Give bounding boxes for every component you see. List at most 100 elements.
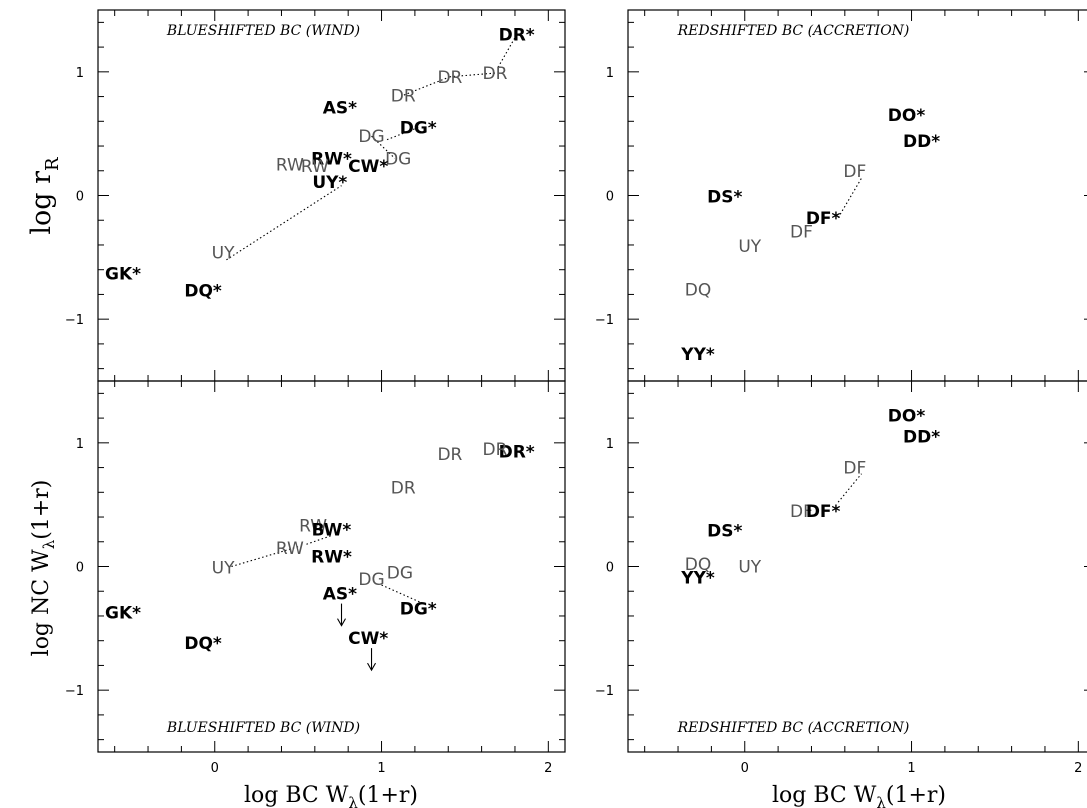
point-label: DG [358,127,384,147]
point-label: DF [843,162,866,182]
point-label: DR [437,68,462,88]
x-tick-label: 0 [741,761,749,776]
x-label-right-tail: (1+r) [886,783,946,808]
point-label: RW [299,517,327,537]
connector-line [306,535,332,545]
point-label: DF* [806,502,841,522]
point-label: DR [482,64,507,84]
point-label: RW [276,539,304,559]
point-label: DR [437,445,462,465]
point-label: DS* [707,522,742,542]
point-label: DG [385,149,411,169]
x-label-right-main: log BC W [772,783,877,808]
point-label: RW* [311,149,352,169]
x-tick-label: 1 [907,761,915,776]
x-label-left-main: log BC W [244,783,349,808]
y-tick-label: 0 [76,561,84,576]
point-label: DR* [499,26,535,46]
panel-title: REDSHIFTED BC (ACCRETION) [677,720,910,736]
y-tick-label: 0 [606,190,614,205]
y-axis-label-bottom: log NC Wλ(1+r) [29,480,58,657]
point-label: DG* [400,118,437,138]
point-label: GK* [105,264,141,284]
connector-line [386,126,419,141]
panel-bottom-right: −1 0 1 0 1 2 REDSHIFTED BC (ACCRETION) DO*DD* DF… [595,380,1087,776]
y-tick-label: 1 [606,66,614,81]
panel-top-right: −1 0 1 REDSHIFTED BC (ACCRETION) DO* DD* DF DS*… [595,9,1087,382]
y-tick-label: 1 [76,66,84,81]
point-label: DG [358,570,384,590]
y-label-top-main: log r [26,171,57,235]
upper-limit-arrowhead [337,618,346,627]
point-label: DR [391,478,416,498]
point-label: DD* [903,428,940,448]
point-label: UY [738,558,761,578]
svg-text:log NC Wλ(1+r): log NC Wλ(1+r) [29,480,58,657]
x-label-right-sub: λ [876,794,886,808]
point-label: DQ* [184,282,222,302]
point-label: UY [212,243,235,263]
x-tick-label: 1 [377,761,385,776]
point-label: AS* [323,585,357,605]
x-axis-label-left: log BC Wλ(1+r) [244,783,418,808]
x-label-left-tail: (1+r) [358,783,418,808]
y-tick-label: −1 [65,313,84,328]
panel-frame [627,9,1087,382]
x-tick-label: 2 [544,761,552,776]
x-tick-label: 0 [211,761,219,776]
y-label-bottom-main: log NC W [29,549,54,656]
point-label: UY [212,559,235,579]
connector-line [371,135,396,159]
point-label: DF [843,459,866,479]
upper-limit-arrowhead [367,662,377,672]
point-label: DF [790,222,813,242]
point-label: RW [301,157,329,177]
point-label: DO* [888,106,926,126]
point-label: GK* [105,603,141,623]
point-label: RW* [311,548,352,568]
point-label: UY [738,237,761,257]
point-label: DS* [707,188,742,208]
point-label: DD* [903,132,940,152]
x-axis-label-right: log BC Wλ(1+r) [772,783,946,808]
point-label: DQ [685,555,711,575]
point-label: BW* [312,520,352,540]
y-axis-label-top: log rR [26,157,63,235]
point-label: YY* [680,345,715,365]
point-label: AS* [323,99,357,119]
point-label: DO* [888,407,926,427]
connector-line [226,185,342,261]
point-label: DG [387,564,413,584]
point-label: DQ [685,280,711,300]
point-label: YY* [680,569,715,589]
point-label: RW [276,156,304,176]
panel-title: BLUESHIFTED BC (WIND) [166,23,360,39]
point-label: DG* [400,600,437,620]
y-tick-label: −1 [595,313,614,328]
y-tick-label: 0 [606,561,614,576]
y-label-bottom-sub: λ [40,539,58,549]
point-label: DF* [806,209,841,229]
y-label-bottom-tail: (1+r) [29,480,54,540]
y-label-top-sub: R [42,157,63,171]
point-label: CW* [348,157,388,177]
connector-line [837,177,862,219]
connector-line [403,76,451,96]
point-label: DR [482,440,507,460]
point-label: DR [391,86,416,106]
y-tick-label: 1 [606,437,614,452]
point-label: DR* [499,442,535,462]
point-label: UY* [312,173,347,193]
x-tick-label: 2 [1074,761,1082,776]
x-label-left-sub: λ [348,794,358,808]
panel-title: BLUESHIFTED BC (WIND) [166,720,360,736]
svg-text:log rR: log rR [26,157,63,235]
y-tick-label: −1 [65,684,84,699]
point-label: DF [790,502,813,522]
point-label: CW* [348,629,388,649]
y-tick-label: 0 [76,190,84,205]
y-tick-label: 1 [76,437,84,452]
